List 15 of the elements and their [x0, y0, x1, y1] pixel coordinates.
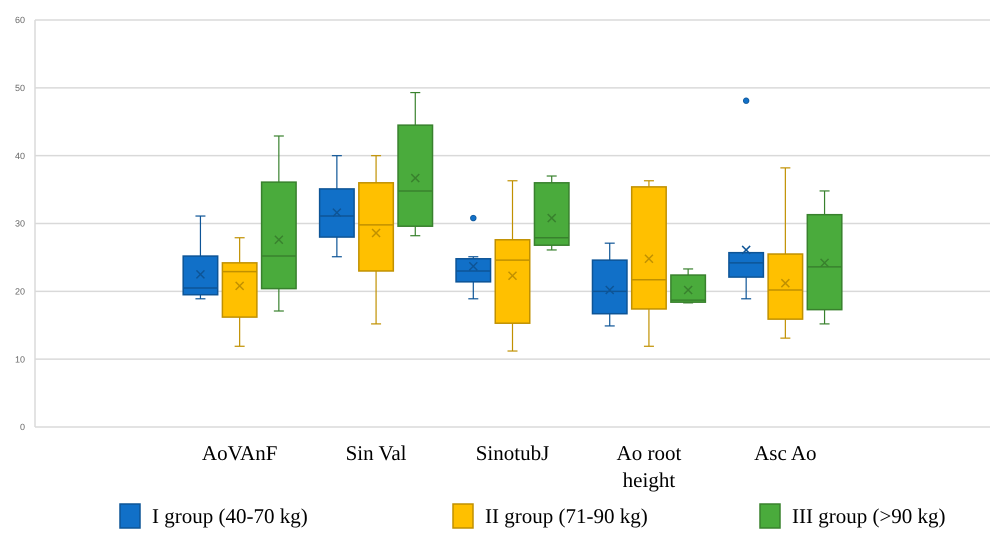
- y-tick-label: 60: [14, 15, 25, 26]
- legend-label: III group (>90 kg): [792, 504, 946, 528]
- y-tick-label: 0: [20, 422, 25, 432]
- x-tick-label: Asc Ao: [754, 441, 817, 465]
- y-tick-label: 10: [14, 354, 25, 364]
- y-tick-label: 50: [14, 82, 25, 93]
- x-tick-label: Ao root height: [616, 441, 682, 492]
- x-tick-label: SinotubJ: [476, 441, 550, 465]
- y-tick-label: 20: [14, 286, 25, 296]
- legend-label: I group (40-70 kg): [152, 504, 308, 528]
- y-tick-label: 30: [14, 218, 25, 229]
- x-tick-label: AoVAnF: [202, 441, 278, 465]
- legend-label: II group (71-90 kg): [485, 504, 648, 528]
- x-tick-label: Sin Val: [346, 441, 407, 465]
- y-tick-label: 40: [14, 150, 25, 161]
